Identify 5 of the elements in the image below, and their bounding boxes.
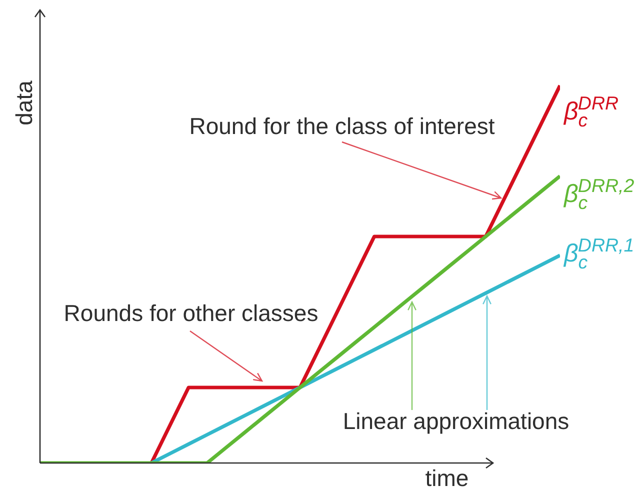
x-axis-title: time: [425, 465, 469, 491]
y-axis-title: data: [11, 80, 37, 126]
annotation: Linear approximations: [342, 408, 570, 434]
annotation: Round for the class of interest: [189, 113, 496, 139]
annotation: Rounds for other classes: [64, 300, 318, 326]
